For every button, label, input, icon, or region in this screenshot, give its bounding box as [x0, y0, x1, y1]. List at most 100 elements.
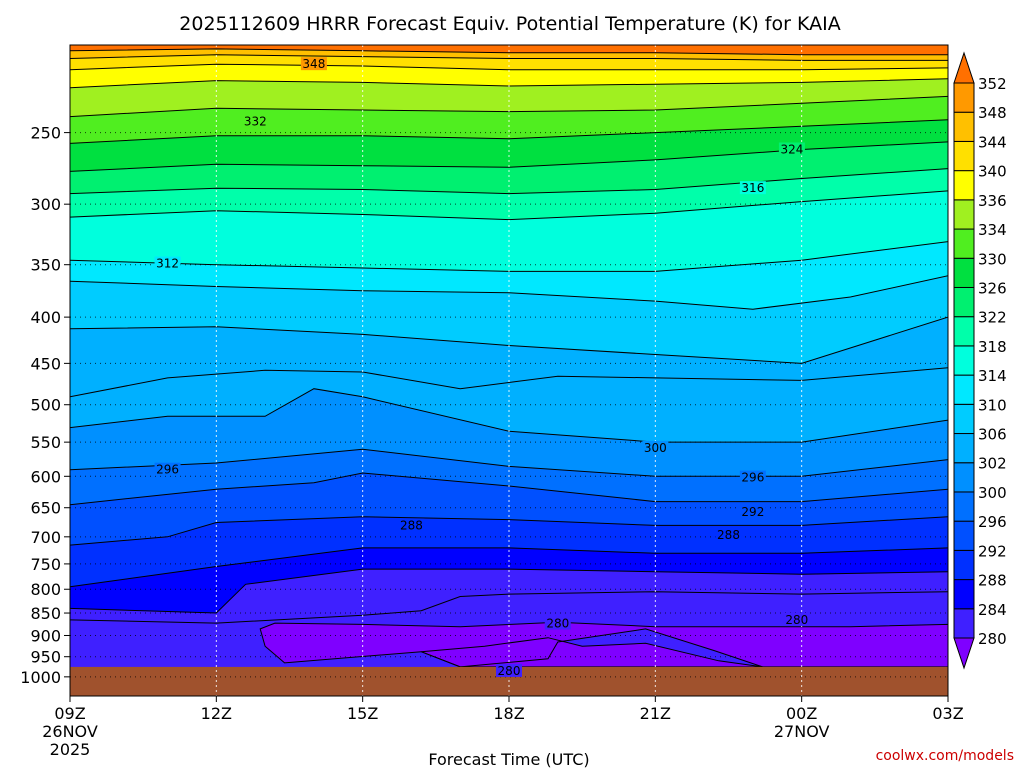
colorbar-segment — [953, 140, 975, 172]
y-tick-label: 650 — [30, 499, 61, 518]
y-tick-label: 600 — [30, 467, 61, 486]
colorbar-segment — [953, 433, 975, 464]
colorbar-segment — [953, 520, 975, 551]
x-axis-label: Forecast Time (UTC) — [428, 750, 589, 768]
colorbar-segment — [953, 257, 975, 288]
contour-label-bg — [154, 256, 181, 270]
contour-line — [70, 48, 948, 56]
contour-label: 280 — [546, 617, 569, 631]
y-tick-label: 550 — [30, 433, 61, 452]
contour-label-bg — [544, 616, 571, 630]
x-tick-label: 09Z — [54, 704, 85, 723]
colorbar-label: 284 — [978, 601, 1007, 619]
x-tick-label: 03Z — [932, 704, 963, 723]
colorbar-label: 314 — [978, 367, 1007, 385]
contour-label-bg — [496, 663, 522, 677]
contour-label: 288 — [717, 528, 740, 542]
contour-label: 324 — [780, 143, 803, 157]
colorbar-label: 310 — [978, 396, 1007, 414]
colorbar-label: 292 — [978, 542, 1007, 560]
contour-label-bg — [242, 114, 269, 128]
colorbar-segment — [953, 286, 975, 318]
contour-label: 316 — [741, 181, 764, 195]
y-tick-label: 800 — [30, 580, 61, 599]
contour-line — [70, 568, 948, 614]
colorbar-segment — [953, 491, 975, 522]
y-axis: 250 300 350 400 450 500 550 600 650 700 750 800 850 9… — [20, 124, 70, 687]
x-tick-sublabel: 26NOV — [42, 722, 98, 741]
contour-label-bg — [778, 142, 805, 156]
colorbar-max-arrow — [953, 51, 975, 84]
colorbar-segment — [953, 316, 975, 347]
x-tick-sublabel: 2025 — [50, 740, 91, 759]
contour-label-bg — [715, 528, 742, 542]
colorbar-segment — [953, 111, 975, 142]
contour-line — [70, 63, 948, 71]
colorbar-segment — [953, 403, 975, 435]
y-tick-label: 750 — [30, 555, 61, 574]
y-tick-label: 900 — [30, 626, 61, 645]
x-tick-label: 12Z — [201, 704, 232, 723]
x-tick-label: 15Z — [347, 704, 378, 723]
theta-e-cell — [421, 637, 763, 667]
colorbar-min-arrow — [953, 637, 975, 670]
colorbar-label: 296 — [978, 513, 1007, 531]
colorbar-segment — [953, 462, 975, 493]
colorbar-label: 352 — [978, 75, 1007, 93]
y-tick-label: 850 — [30, 604, 61, 623]
contour-line — [70, 367, 948, 398]
colorbar-label: 326 — [978, 279, 1007, 297]
contour-line — [421, 637, 763, 668]
contour-label-bg — [739, 181, 766, 195]
colorbar-label: 280 — [978, 630, 1007, 648]
y-tick-label: 950 — [30, 648, 61, 667]
contour-label-bg — [300, 57, 327, 71]
colorbar-segment — [953, 199, 975, 230]
contour-label-bg — [739, 470, 766, 484]
colorbar-label: 348 — [978, 104, 1007, 122]
colorbar-segment — [953, 549, 975, 581]
colorbar-label: 300 — [978, 484, 1007, 502]
contour-line — [70, 275, 948, 310]
colorbar-segment — [953, 374, 975, 405]
colorbar-segment — [953, 228, 975, 259]
contour-label: 280 — [498, 664, 521, 678]
y-tick-label: 400 — [30, 308, 61, 327]
colorbar: 280 284 288 292 296 300 302 306 310 314 318 322 326 3… — [953, 51, 1007, 670]
colorbar-label: 330 — [978, 250, 1007, 268]
x-tick-label: 00Z — [786, 704, 817, 723]
contour-line — [70, 516, 948, 546]
y-tick-label: 250 — [30, 124, 61, 143]
contour-label-bg — [398, 518, 425, 532]
y-tick-label: 700 — [30, 528, 61, 547]
colorbar-label: 288 — [978, 572, 1007, 590]
contour-line — [70, 168, 948, 195]
contour-label: 332 — [244, 114, 267, 128]
contour-line — [70, 591, 948, 624]
colorbar-segment — [953, 82, 975, 113]
colorbar-label: 340 — [978, 163, 1007, 181]
colorbar-label: 334 — [978, 221, 1007, 239]
colorbar-segment — [953, 608, 975, 639]
y-tick-label: 500 — [30, 396, 61, 415]
contour-label-bg — [154, 462, 181, 476]
colorbar-label: 336 — [978, 192, 1007, 210]
x-tick-sublabel: 27NOV — [774, 722, 830, 741]
y-tick-label: 450 — [30, 354, 61, 373]
y-tick-label: 1000 — [20, 668, 61, 687]
colorbar-segment — [953, 345, 975, 376]
colorbar-label: 344 — [978, 133, 1007, 151]
y-tick-label: 300 — [30, 195, 61, 214]
contour-label: 292 — [741, 505, 764, 519]
contour-line — [70, 472, 948, 506]
y-tick-label: 350 — [30, 256, 61, 275]
chart-title: 2025112609 HRRR Forecast Equiv. Potentia… — [179, 13, 840, 35]
contour-label: 280 — [785, 613, 808, 627]
colorbar-label: 306 — [978, 426, 1007, 444]
contour-label: 296 — [156, 463, 179, 477]
colorbar-label: 322 — [978, 309, 1007, 327]
colorbar-label: 318 — [978, 338, 1007, 356]
contour-label: 288 — [400, 518, 423, 532]
